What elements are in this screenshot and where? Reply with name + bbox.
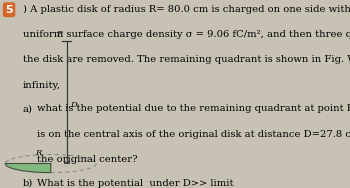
- Text: P: P: [56, 30, 62, 38]
- Text: what is the potential due to the remaining quadrant at point P, which: what is the potential due to the remaini…: [37, 104, 350, 113]
- Text: What is the potential  under D>> limit: What is the potential under D>> limit: [37, 179, 233, 188]
- Text: the original center?: the original center?: [37, 155, 137, 164]
- Text: b): b): [23, 179, 33, 188]
- Text: R: R: [35, 149, 41, 157]
- Text: ) A plastic disk of radius R= 80.0 cm is charged on one side with a: ) A plastic disk of radius R= 80.0 cm is…: [23, 5, 350, 14]
- Text: 5: 5: [5, 5, 13, 15]
- Text: the disk are removed. The remaining quadrant is shown in Fig. With V =0 at: the disk are removed. The remaining quad…: [23, 55, 350, 64]
- Polygon shape: [5, 164, 51, 173]
- Text: a): a): [23, 104, 33, 113]
- Text: D: D: [70, 101, 77, 109]
- Text: is on the central axis of the original disk at distance D=27.8 cm from: is on the central axis of the original d…: [37, 130, 350, 139]
- Text: infinity,: infinity,: [23, 81, 61, 90]
- Text: uniform surface charge density σ = 9.06 fC/m², and then three quadrants of: uniform surface charge density σ = 9.06 …: [23, 30, 350, 39]
